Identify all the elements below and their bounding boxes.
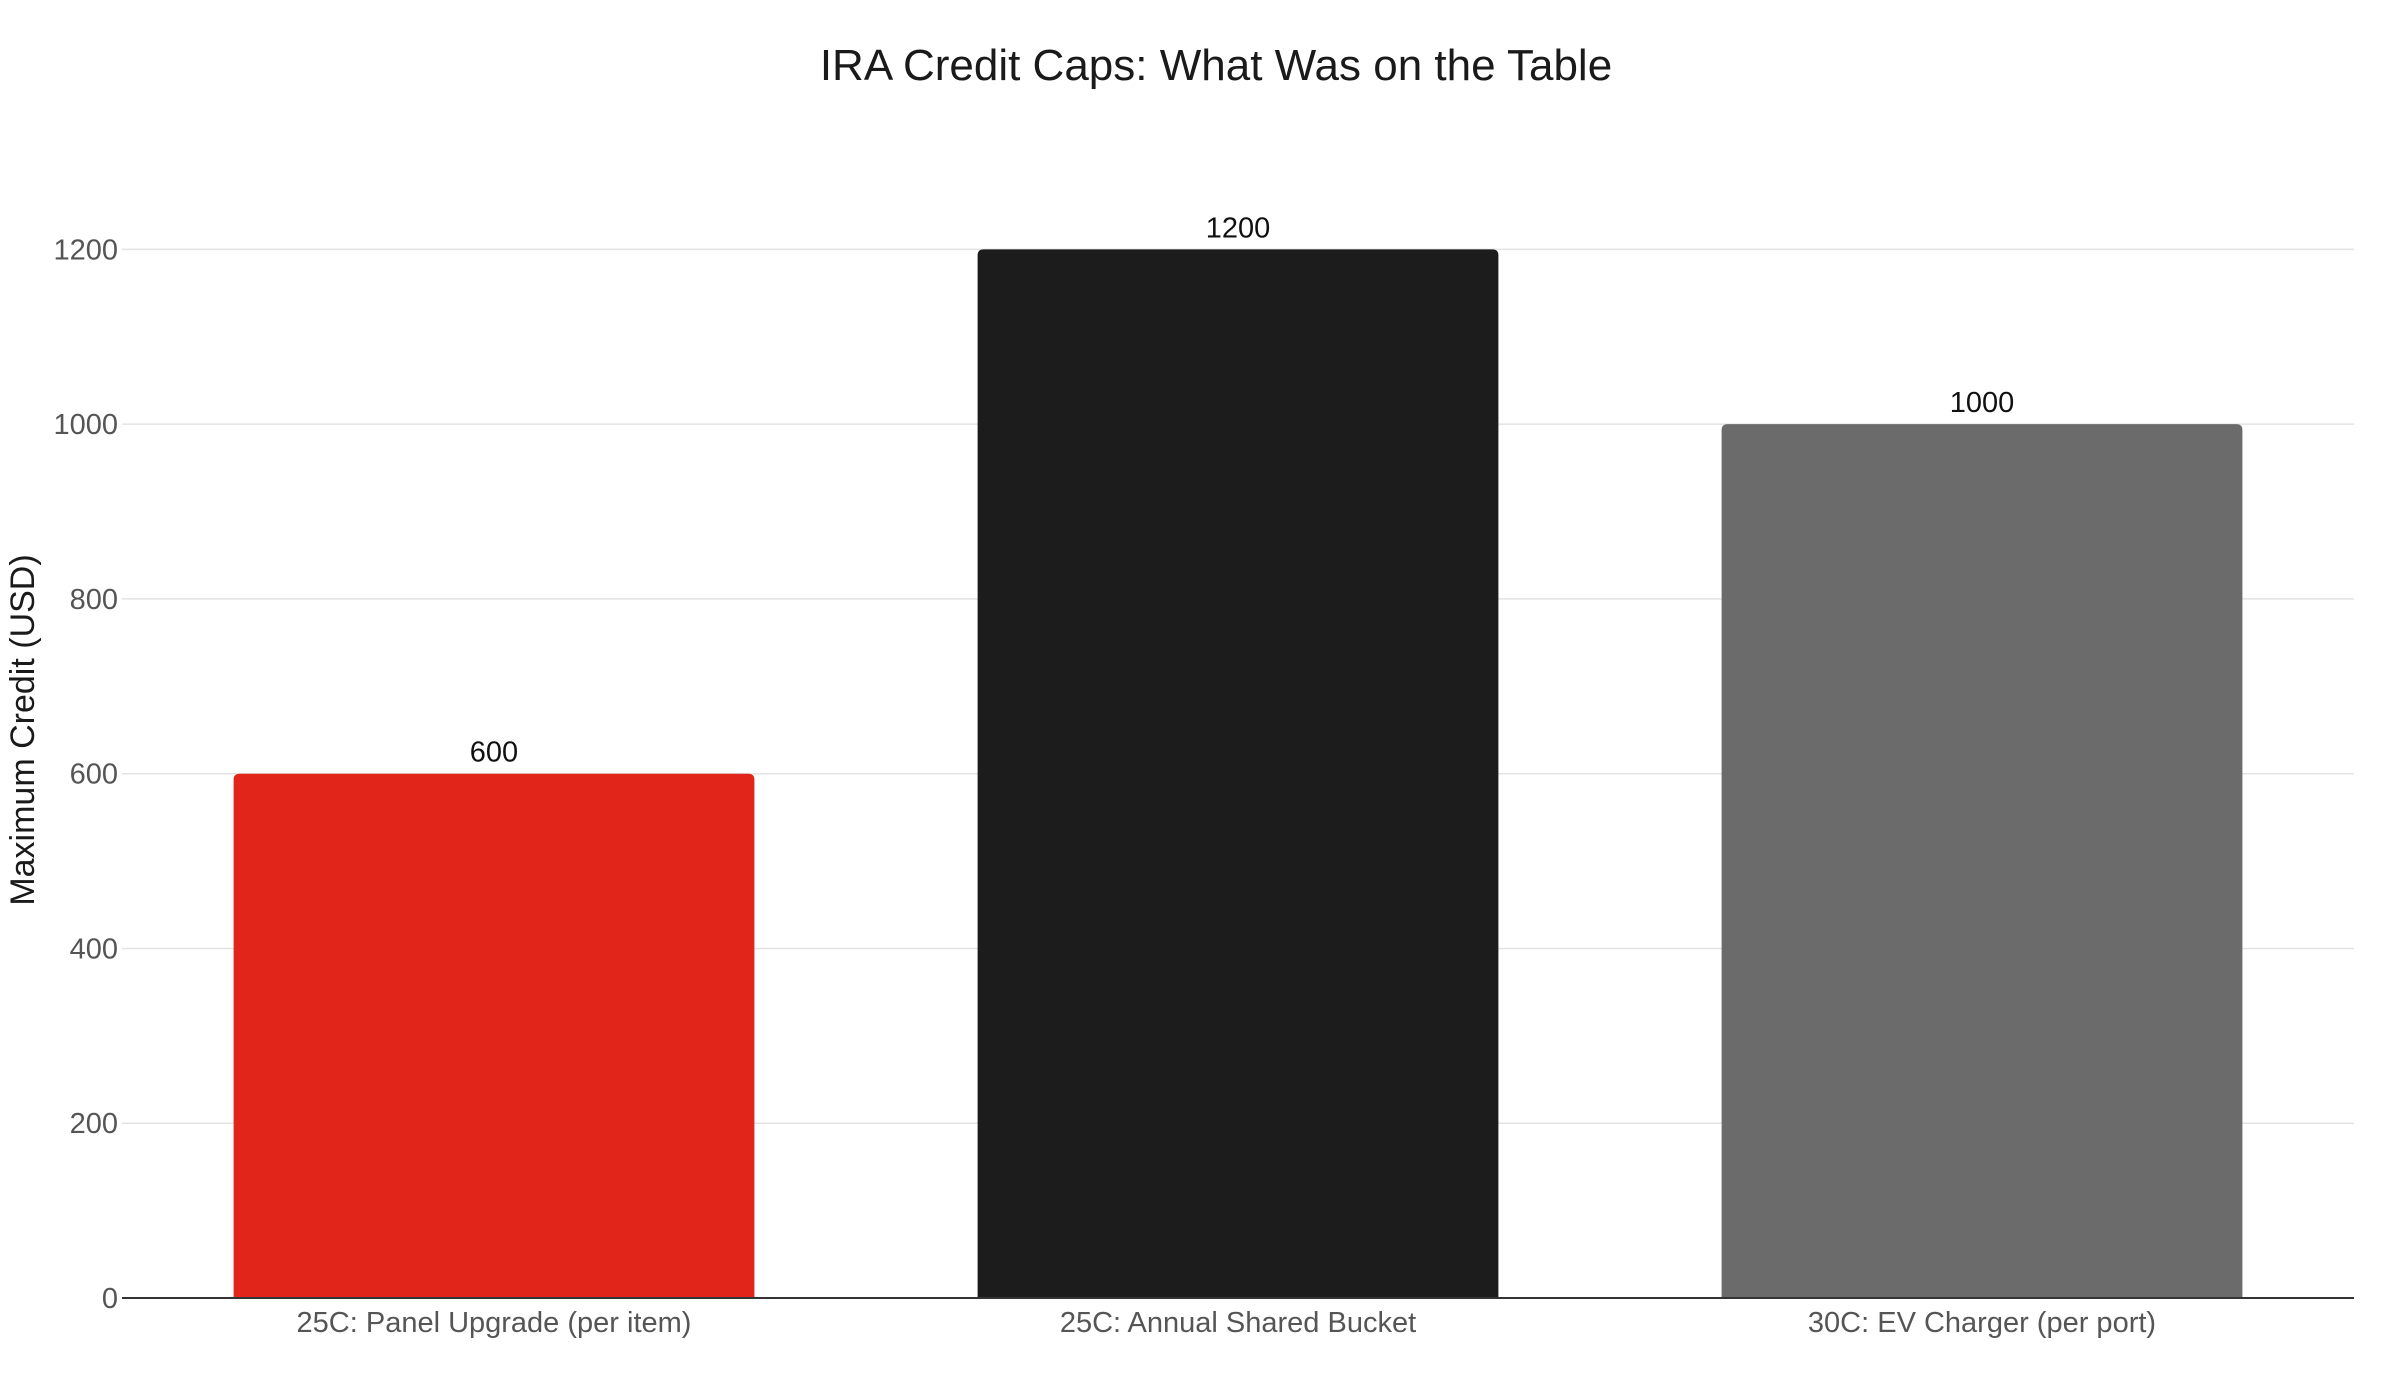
y-axis-title: Maximum Credit (USD) bbox=[4, 554, 42, 905]
y-tick-label: 200 bbox=[70, 1108, 118, 1140]
x-category-label: 30C: EV Charger (per port) bbox=[1808, 1307, 2156, 1339]
bar bbox=[977, 249, 1499, 1298]
y-tick-label: 1200 bbox=[53, 234, 118, 266]
bar bbox=[233, 773, 755, 1298]
data-labels: 600 1200 1000 bbox=[470, 212, 2014, 768]
y-tick-label: 400 bbox=[70, 933, 118, 965]
bar-value-label: 1000 bbox=[1950, 387, 2015, 419]
y-tick-label: 0 bbox=[102, 1283, 118, 1315]
x-category-label: 25C: Panel Upgrade (per item) bbox=[297, 1307, 692, 1339]
bar-value-label: 1200 bbox=[1206, 212, 1271, 244]
y-tick-label: 1000 bbox=[53, 409, 118, 441]
bar-value-label: 600 bbox=[470, 737, 518, 769]
x-category-label: 25C: Annual Shared Bucket bbox=[1060, 1307, 1416, 1339]
bar bbox=[1721, 424, 2243, 1299]
x-axis-categories: 25C: Panel Upgrade (per item) 25C: Annual… bbox=[297, 1307, 2157, 1339]
bars bbox=[233, 249, 2243, 1299]
y-tick-label: 600 bbox=[70, 759, 118, 791]
chart-title: IRA Credit Caps: What Was on the Table bbox=[820, 41, 1612, 90]
y-axis-ticks: 0 200 400 600 800 1000 1200 bbox=[53, 234, 118, 1315]
y-tick-label: 800 bbox=[70, 584, 118, 616]
